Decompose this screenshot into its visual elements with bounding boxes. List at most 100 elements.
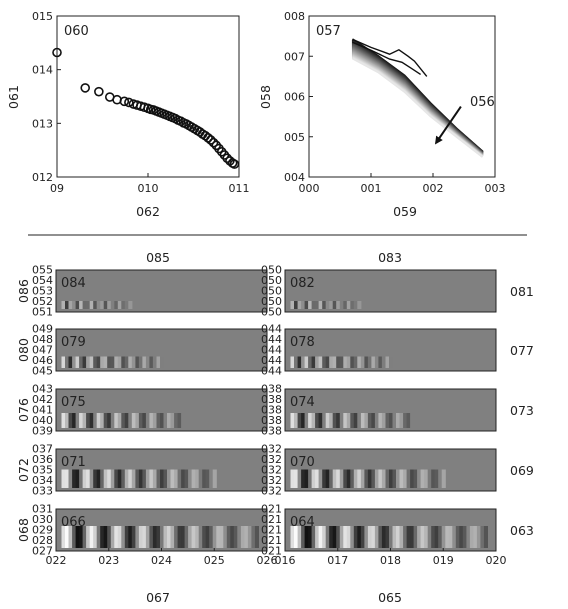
wave-cell [308, 301, 313, 309]
wave-cell [403, 469, 408, 488]
wave-cell [441, 469, 446, 488]
right-column-title: 083 [378, 250, 402, 265]
wave-cell [121, 413, 126, 428]
wave-cell [389, 469, 394, 488]
wave-cell [364, 413, 369, 428]
x-tick-label: 025 [204, 554, 225, 567]
scatter-point [119, 96, 130, 107]
wave-cell [343, 301, 348, 309]
wave-cell [107, 356, 112, 368]
y-tick-label: 012 [32, 171, 53, 184]
wave-cell [114, 469, 119, 488]
wave-cell [117, 526, 122, 548]
wave-cell [466, 526, 471, 548]
wave-cell [406, 413, 411, 428]
wave-cell [72, 301, 77, 309]
y-tick-label: 004 [284, 171, 305, 184]
y-tick-label: 015 [32, 10, 53, 23]
wave-cell [311, 356, 316, 368]
line-panel-label: 057 [316, 24, 341, 39]
wave-pattern [58, 356, 165, 368]
wave-cell [110, 469, 115, 488]
wave-cell [371, 526, 376, 548]
wave-cell [254, 526, 259, 548]
wave-cell [223, 526, 228, 548]
wave-cell [322, 469, 327, 488]
heatmap-panel-label: 074 [290, 395, 315, 410]
wave-cell [290, 356, 295, 368]
wave-cell [131, 526, 136, 548]
wave-cell [336, 301, 341, 309]
wave-cell [438, 469, 443, 488]
wave-cell [82, 469, 87, 488]
heatmap-frame [284, 328, 497, 372]
wave-cell [170, 469, 175, 488]
heatmap-y-axis-label: 086 [16, 279, 31, 303]
wave-cell [89, 526, 94, 548]
wave-cell [65, 356, 70, 368]
y-tick-label: 014 [32, 64, 53, 77]
wave-cell [68, 301, 73, 309]
wave-cell [367, 469, 372, 488]
line-annotation-label: 056 [470, 95, 495, 110]
wave-cell [145, 469, 150, 488]
wave-cell [128, 526, 133, 548]
wave-cell [353, 301, 358, 309]
heatmap-frame [284, 269, 497, 313]
wave-cell [72, 469, 77, 488]
wave-cell [167, 469, 172, 488]
wave-cell [290, 469, 295, 488]
wave-cell [149, 469, 154, 488]
y-tick-label: 050 [261, 264, 282, 277]
y-tick-label: 050 [261, 295, 282, 308]
wave-cell [103, 356, 108, 368]
wave-cell [343, 526, 348, 548]
left-column-x-label: 067 [146, 590, 170, 605]
wave-cell [149, 356, 154, 368]
wave-cell [152, 469, 157, 488]
wave-cell [357, 526, 362, 548]
wave-cell [392, 469, 397, 488]
heatmap-panel-label: 070 [290, 455, 315, 470]
wave-cell [315, 526, 320, 548]
scatter-point [124, 97, 134, 108]
wave-cell [96, 413, 101, 428]
wave-cell [114, 301, 119, 309]
wave-cell [152, 413, 157, 428]
trend-arrow [434, 105, 462, 145]
y-tick-label: 032 [261, 464, 282, 477]
y-tick-label: 021 [261, 524, 282, 537]
wave-cell [209, 469, 214, 488]
wave-cell [346, 413, 351, 428]
wave-cell [304, 301, 309, 309]
wave-cell [424, 526, 429, 548]
x-tick-label: 000 [299, 182, 320, 195]
wave-cell [205, 469, 210, 488]
wave-cell [124, 413, 129, 428]
wave-cell [61, 526, 66, 548]
wave-cell [417, 469, 422, 488]
wave-cell [353, 469, 358, 488]
wave-cell [357, 301, 362, 309]
wave-cell [65, 301, 70, 309]
wave-cell [353, 526, 358, 548]
wave-cell [308, 526, 313, 548]
y-tick-label: 021 [261, 513, 282, 526]
wave-cell [301, 413, 306, 428]
scatter-point [80, 83, 91, 93]
y-tick-label: 036 [32, 453, 53, 466]
wave-cell [336, 413, 341, 428]
y-tick-label: 041 [32, 404, 53, 417]
wave-cell [325, 301, 330, 309]
heatmap-y-axis-label: 072 [16, 458, 31, 482]
wave-cell [128, 469, 133, 488]
y-tick-label: 028 [32, 534, 53, 547]
wave-cell [346, 469, 351, 488]
wave-cell [110, 526, 115, 548]
wave-cell [304, 356, 309, 368]
y-tick-label: 008 [284, 10, 305, 23]
wave-cell [188, 526, 193, 548]
wave-cell [350, 301, 355, 309]
wave-cell [107, 301, 112, 309]
wave-cell [121, 526, 126, 548]
